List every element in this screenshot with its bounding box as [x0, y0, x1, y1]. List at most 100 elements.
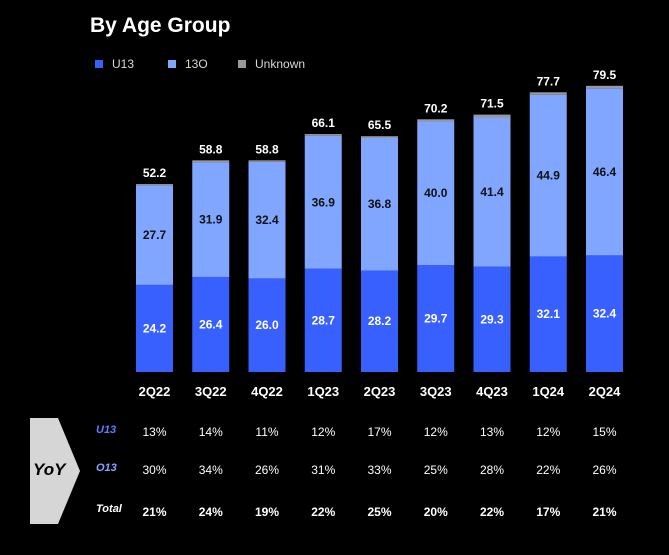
bar-total-label: 58.8 — [255, 142, 279, 156]
bar-segment-unknown — [417, 119, 455, 122]
bar-segment-u13 — [136, 284, 173, 372]
bar-segment-o13 — [361, 138, 398, 271]
bar-segment-u13 — [473, 266, 511, 372]
bar-label-u13: 24.2 — [143, 321, 167, 335]
yoy-cell-u13: 12% — [423, 425, 448, 439]
bar-label-u13: 26.0 — [255, 318, 279, 332]
bar-segment-o13 — [417, 121, 455, 266]
bar-total-label: 66.1 — [312, 116, 336, 130]
bar-label-u13: 29.3 — [480, 312, 504, 326]
yoy-cell-total: 21% — [142, 505, 167, 519]
bar-label-o13: 36.8 — [368, 197, 392, 211]
bar-segment-u13 — [417, 265, 455, 372]
yoy-cell-o13: 33% — [367, 463, 392, 477]
stacked-bar-chart: 24.2 27.7 52.2 2Q22 26.4 31.9 58.8 3Q22 26.0 32.4… — [136, 68, 623, 399]
bar-segment-o13 — [529, 94, 567, 257]
x-axis-tick-label: 3Q23 — [420, 384, 452, 399]
bar-segment-o13 — [192, 162, 230, 277]
yoy-arrow-shape — [30, 418, 80, 524]
yoy-cell-o13: 28% — [479, 463, 505, 477]
x-axis-tick-label: 2Q22 — [139, 384, 171, 399]
bar-segment-unknown — [473, 114, 511, 118]
x-axis-tick-label: 2Q23 — [364, 384, 396, 399]
bar-segment-unknown — [586, 85, 623, 89]
bar-label-o13: 36.9 — [312, 195, 336, 209]
bar-label-o13: 32.4 — [255, 213, 279, 227]
bar-label-o13: 31.9 — [199, 213, 223, 227]
bar-total-label: 77.7 — [537, 74, 561, 88]
legend-swatch-13o — [168, 60, 176, 68]
bar-label-u13: 26.4 — [199, 317, 223, 331]
yoy-cell-total: 20% — [423, 505, 448, 519]
yoy-cell-o13: 26% — [592, 463, 617, 477]
bar-label-o13: 44.9 — [537, 169, 561, 183]
bar-segment-u13 — [586, 255, 623, 372]
legend-swatch-unknown — [238, 60, 246, 68]
x-axis-tick-label: 4Q23 — [476, 384, 508, 399]
yoy-cell-u13: 17% — [367, 425, 392, 439]
yoy-cell-o13: 26% — [254, 463, 280, 477]
bar-total-label: 52.2 — [143, 166, 167, 180]
legend-label-u13: U13 — [112, 57, 135, 71]
bar-total-label: 65.5 — [368, 118, 392, 132]
bar-segment-unknown — [248, 160, 286, 162]
bar-segment-o13 — [473, 117, 511, 267]
legend-item-unknown: Unknown — [238, 56, 305, 72]
yoy-cell-u13: 12% — [311, 425, 336, 439]
bar-segment-u13 — [192, 276, 230, 372]
bar-total-label: 70.2 — [424, 101, 448, 115]
bar-total-label: 79.5 — [593, 68, 617, 82]
bar-label-o13: 46.4 — [593, 165, 617, 179]
yoy-cell-u13: 11% — [255, 425, 279, 439]
bar-segment-u13 — [248, 278, 286, 372]
bar-total-label: 58.8 — [199, 142, 223, 156]
bar-segment-u13 — [529, 256, 567, 372]
legend-item-13o: 13O — [168, 56, 208, 72]
yoy-row-label-total: Total — [96, 503, 122, 515]
yoy-label: YoY — [33, 460, 66, 479]
bar-label-u13: 28.2 — [368, 314, 392, 328]
x-axis-tick-label: 1Q24 — [532, 384, 565, 399]
x-axis-tick-label: 4Q22 — [251, 384, 283, 399]
yoy-cell-total: 21% — [592, 505, 617, 519]
yoy-cell-o13: 22% — [536, 463, 561, 477]
bar-label-o13: 41.4 — [480, 185, 504, 199]
bar-segment-o13 — [586, 88, 623, 256]
yoy-cell-total: 19% — [254, 505, 280, 519]
yoy-cell-total: 22% — [479, 505, 505, 519]
yoy-cell-o13: 25% — [423, 463, 448, 477]
yoy-cell-total: 22% — [311, 505, 336, 519]
legend-item-u13: U13 — [95, 56, 134, 72]
yoy-row-label-u13: U13 — [96, 424, 117, 436]
bar-total-label: 71.5 — [480, 97, 504, 111]
legend-label-13o: 13O — [185, 57, 208, 71]
x-axis-tick-label: 2Q24 — [589, 384, 622, 399]
bar-segment-o13 — [248, 161, 286, 279]
legend-label-unknown: Unknown — [255, 57, 306, 71]
yoy-cell-total: 17% — [536, 505, 561, 519]
bar-segment-unknown — [136, 184, 173, 186]
chart-title: By Age Group — [90, 14, 231, 37]
yoy-cell-o13: 31% — [311, 463, 336, 477]
bar-segment-o13 — [136, 185, 173, 285]
yoy-cell-u13: 15% — [592, 425, 617, 439]
bar-label-o13: 27.7 — [143, 228, 167, 242]
yoy-cell-o13: 34% — [198, 463, 223, 477]
bar-label-o13: 40.0 — [424, 186, 448, 200]
yoy-cell-o13: 30% — [142, 463, 167, 477]
bar-segment-unknown — [361, 136, 398, 138]
bar-segment-o13 — [304, 135, 342, 269]
bar-segment-unknown — [304, 134, 342, 136]
yoy-cell-u13: 14% — [198, 425, 223, 439]
yoy-cell-total: 25% — [367, 505, 392, 519]
bar-segment-unknown — [192, 160, 230, 163]
bar-segment-unknown — [529, 92, 567, 95]
yoy-cell-u13: 13% — [142, 425, 167, 439]
yoy-cell-u13: 13% — [479, 425, 505, 439]
legend-swatch-u13 — [95, 60, 103, 68]
x-axis-tick-label: 1Q23 — [307, 384, 339, 399]
bar-segment-u13 — [304, 268, 342, 372]
yoy-cell-total: 24% — [198, 505, 223, 519]
x-axis-tick-label: 3Q22 — [195, 384, 227, 399]
bar-label-u13: 28.7 — [312, 313, 336, 327]
